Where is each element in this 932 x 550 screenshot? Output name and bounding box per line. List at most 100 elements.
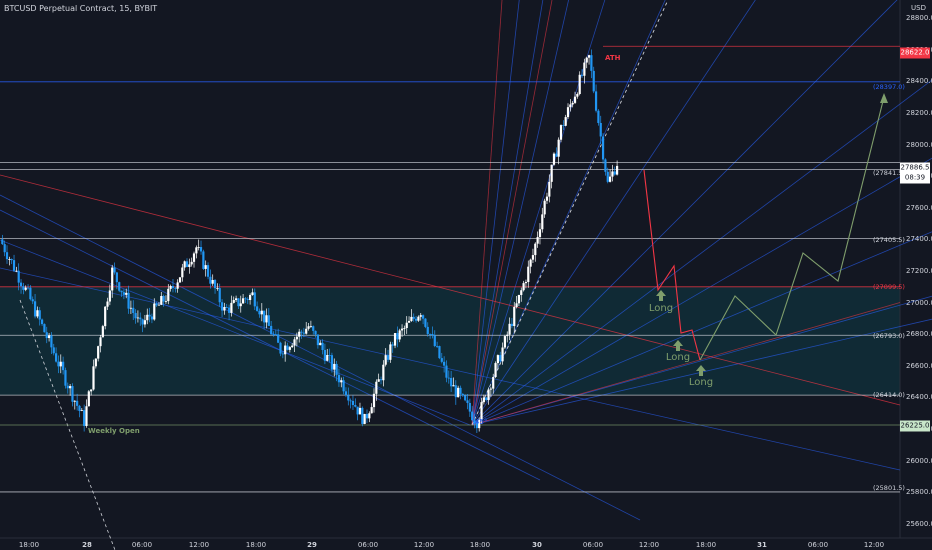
time-tick-label: 18:00 [469, 541, 491, 549]
candle-body [358, 407, 362, 415]
candle-body [223, 306, 226, 311]
candle-body [174, 287, 177, 289]
candle-body [372, 393, 376, 408]
candle-body [405, 322, 408, 329]
candle-body [393, 333, 397, 346]
currency-label: USD [911, 4, 926, 12]
candle-body [312, 326, 315, 331]
candle-body [108, 290, 111, 302]
candle-body [326, 354, 329, 361]
price-tick-label: 28000.0 [906, 140, 932, 149]
candle-body [153, 303, 156, 320]
candle-body [127, 292, 130, 309]
candle-body [473, 420, 476, 423]
candle-body [466, 400, 469, 403]
candle-body [52, 347, 55, 354]
candle-body [31, 299, 34, 302]
candle-body [71, 386, 74, 402]
candle-body [288, 347, 291, 350]
candle-body [475, 422, 478, 429]
candle-body [234, 298, 238, 301]
red-fan-line-1 [471, 0, 553, 426]
candle-body [550, 164, 553, 182]
candle-body [471, 411, 474, 421]
candle-body [513, 306, 516, 327]
candle-body [578, 74, 581, 95]
candle-body [450, 377, 453, 387]
candle-body [155, 303, 158, 306]
candle-body [309, 326, 312, 328]
time-tick-label: 18:00 [18, 541, 40, 549]
long-label-3: Long [688, 377, 714, 388]
candle-body [349, 400, 352, 402]
fan-line-4 [471, 79, 932, 426]
candle-body [421, 315, 425, 319]
candle-body [429, 333, 432, 335]
price-tick-label: 26000.0 [906, 456, 932, 465]
candle-body [508, 323, 511, 335]
price-tick-label: 27000.0 [906, 298, 932, 307]
candle-body [545, 196, 549, 201]
candle-body [293, 339, 296, 346]
candle-body [150, 316, 154, 320]
candle-body [78, 405, 81, 411]
candle-body [202, 251, 205, 269]
candle-body [111, 267, 114, 291]
candle-body [213, 279, 217, 289]
candle-body [122, 292, 125, 295]
candle-body [230, 302, 233, 313]
candle-body [33, 301, 37, 317]
candle-body [379, 379, 383, 381]
candle-body [503, 336, 506, 348]
candle-body [443, 361, 446, 366]
candle-body [55, 353, 58, 362]
candle-body [302, 332, 305, 334]
candle-body [115, 272, 118, 283]
fan-line-1 [471, 295, 932, 426]
candle-body [527, 266, 530, 282]
candle-body [136, 317, 140, 319]
candle-body [611, 171, 614, 177]
candle-body [445, 365, 448, 378]
candle-body [417, 316, 420, 321]
candle-body [557, 139, 560, 157]
candle-body [232, 300, 235, 303]
candle-body [559, 125, 563, 140]
candle-body [478, 419, 481, 429]
time-tick-label: 06:00 [582, 541, 604, 549]
time-tick-label: 31 [757, 541, 767, 549]
candle-body [407, 320, 411, 323]
candle-body [485, 397, 488, 401]
price-tick-label: 26400.0 [906, 393, 932, 402]
long-label-2: Long [665, 352, 691, 363]
candle-body [351, 400, 355, 405]
candle-body [183, 261, 186, 268]
fan-line-6 [471, 0, 756, 426]
candle-body [220, 302, 224, 311]
candle-body [424, 318, 427, 327]
candle-body [566, 107, 570, 118]
candle-body [344, 391, 348, 396]
candle-body [300, 331, 303, 333]
candle-body [520, 290, 523, 295]
fan-line-0 [471, 318, 932, 426]
candle-body [3, 244, 6, 253]
candle-body [501, 347, 504, 362]
candle-body [592, 70, 595, 92]
candle-body [480, 402, 483, 420]
candle-body [594, 91, 598, 111]
descending-blue-line-2 [0, 239, 471, 426]
candle-body [38, 310, 41, 320]
candle-body [464, 395, 467, 401]
candle-body [167, 288, 170, 302]
candle-body [134, 313, 137, 319]
candle-body [536, 237, 539, 244]
projection-red-path [643, 169, 701, 361]
candle-body [368, 413, 371, 419]
fan-line-5 [471, 0, 898, 426]
candle-body [587, 55, 591, 58]
candle-body [496, 355, 499, 364]
candle-body [552, 153, 556, 165]
